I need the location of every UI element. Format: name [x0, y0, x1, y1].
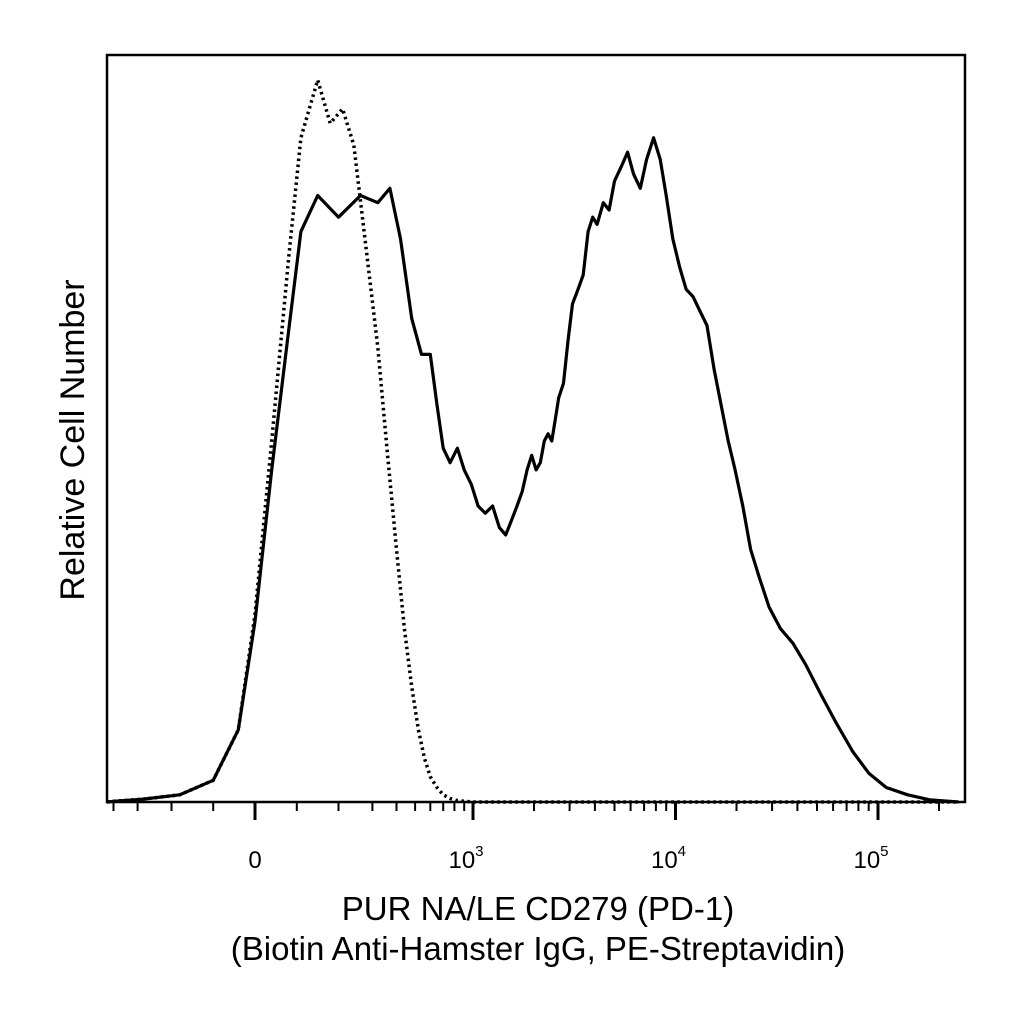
x-tick-label-0: 0 — [248, 847, 261, 874]
x-tick-label-3: 105 — [853, 843, 888, 874]
x-axis-label-line1: PUR NA/LE CD279 (PD-1) — [342, 890, 734, 927]
x-tick-label-1: 103 — [448, 843, 483, 874]
x-axis-tick-labels: 0 103 104 105 — [248, 843, 888, 874]
y-axis-label: Relative Cell Number — [54, 279, 92, 600]
x-axis-ticks — [112, 802, 940, 820]
x-tick-label-2: 104 — [651, 843, 686, 874]
plot-frame — [105, 53, 967, 804]
stained-histogram-solid — [106, 136, 959, 804]
x-axis-label-line2: (Biotin Anti-Hamster IgG, PE-Streptavidi… — [231, 930, 845, 967]
curves-layer — [106, 78, 959, 804]
control-histogram-dotted — [106, 78, 959, 804]
